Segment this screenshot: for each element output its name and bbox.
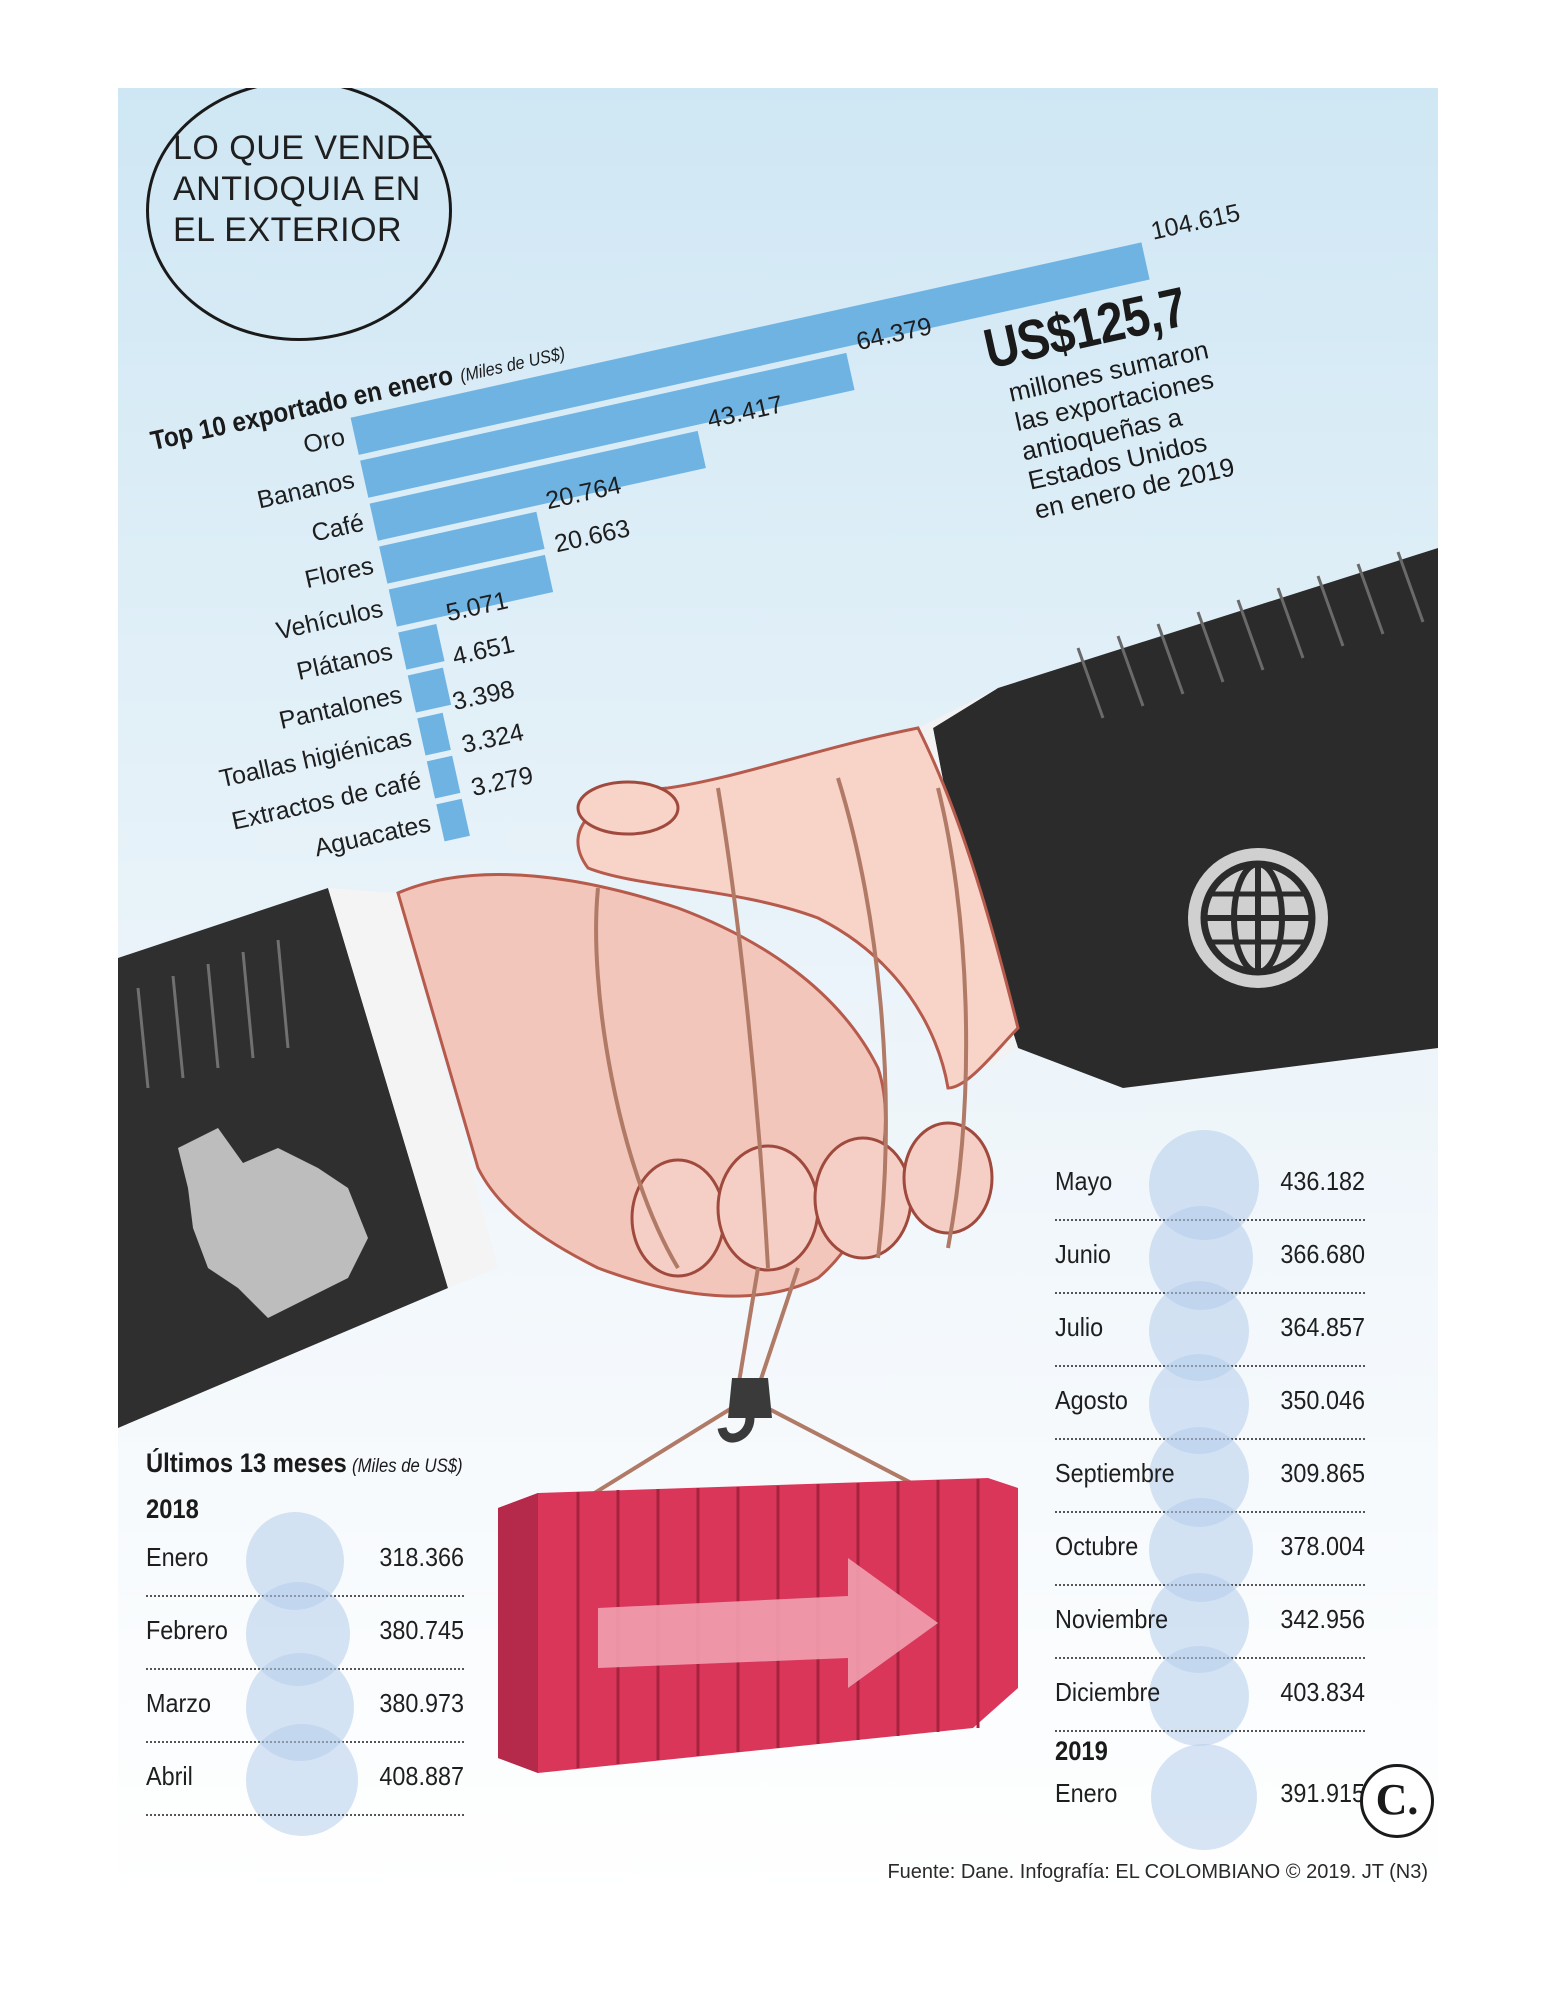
bar <box>407 667 452 713</box>
bar-label: Bananos <box>254 465 358 515</box>
month-value: 436.182 <box>1280 1166 1365 1196</box>
month-name: Abril <box>146 1761 193 1791</box>
sleeve-stripes-right <box>1076 551 1425 719</box>
month-value: 309.865 <box>1280 1458 1365 1488</box>
bar <box>436 798 470 842</box>
bar-value: 104.615 <box>1148 198 1243 246</box>
monthly-title: Últimos 13 meses (Miles de US$) <box>146 1448 506 1479</box>
month-row: Enero 391.915 <box>1055 1744 1365 1850</box>
bar-label: Plátanos <box>294 637 396 686</box>
bar-label: Vehículos <box>273 594 386 646</box>
hook-icon <box>717 1378 772 1443</box>
month-name: Agosto <box>1055 1385 1128 1415</box>
year-2018: 2018 <box>146 1494 199 1524</box>
month-value: 342.956 <box>1280 1604 1365 1634</box>
month-name: Mayo <box>1055 1166 1113 1196</box>
month-name: Julio <box>1055 1312 1104 1342</box>
month-name: Diciembre <box>1055 1677 1161 1707</box>
row-divider <box>1055 1730 1365 1732</box>
source-credit: Fuente: Dane. Infografía: EL COLOMBIANO … <box>887 1861 1428 1883</box>
globe-icon <box>1188 848 1328 988</box>
month-value: 403.834 <box>1280 1677 1365 1707</box>
arrow-icon <box>598 1558 938 1688</box>
month-value: 318.366 <box>379 1542 464 1572</box>
bar <box>398 624 445 670</box>
el-colombiano-logo: C. <box>1360 1764 1434 1838</box>
monthly-unit: (Miles de US$) <box>352 1456 463 1477</box>
bar <box>417 712 452 756</box>
page-title: LO QUE VENDE ANTIOQUIA EN EL EXTERIOR <box>173 129 435 249</box>
thumb <box>576 780 680 836</box>
month-row: Abril 408.887 <box>146 1723 464 1836</box>
month-value: 364.857 <box>1280 1312 1365 1342</box>
top10-bars: Oro 104.615 Bananos 64.379 Café 43.417 Flores 2… <box>118 88 1343 863</box>
year-2019: 2019 <box>1055 1736 1108 1766</box>
value-bubble <box>1151 1744 1257 1850</box>
month-value: 350.046 <box>1280 1385 1365 1415</box>
row-divider <box>146 1814 464 1816</box>
antioquia-map-icon <box>178 1128 368 1318</box>
handshake-illustration <box>118 548 1438 1773</box>
month-value: 408.887 <box>379 1761 464 1791</box>
left-cuff <box>328 888 498 1288</box>
month-value: 366.680 <box>1280 1239 1365 1269</box>
right-hand <box>576 726 1020 1090</box>
month-name: Enero <box>1055 1778 1118 1808</box>
monthly-title-text: Últimos 13 meses <box>146 1448 347 1478</box>
month-name: Enero <box>146 1542 209 1572</box>
bar-value: 3.324 <box>459 718 527 760</box>
value-bubble <box>1149 1645 1249 1746</box>
month-name: Marzo <box>146 1688 212 1718</box>
month-value: 380.973 <box>379 1688 464 1718</box>
title-circle <box>146 88 452 341</box>
bar <box>426 755 461 799</box>
sleeve-stripes-left <box>136 939 290 1089</box>
bar-label: Café <box>308 508 367 548</box>
month-name: Junio <box>1055 1239 1111 1269</box>
month-row: Diciembre 403.834 <box>1055 1645 1365 1746</box>
month-value: 380.745 <box>379 1615 464 1645</box>
shipping-container <box>498 1478 1018 1773</box>
month-name: Noviembre <box>1055 1604 1169 1634</box>
month-name: Septiembre <box>1055 1458 1175 1488</box>
bar-label: Aguacates <box>311 809 434 863</box>
month-value: 378.004 <box>1280 1531 1365 1561</box>
month-value: 391.915 <box>1280 1778 1365 1808</box>
infographic-panel: LO QUE VENDE ANTIOQUIA EN EL EXTERIOR To… <box>118 88 1438 1898</box>
bar-value: 3.398 <box>449 675 518 716</box>
bar-value: 4.651 <box>449 630 517 671</box>
bar-label: Flores <box>302 551 377 595</box>
bar-value: 3.279 <box>468 761 536 802</box>
bar-label: Oro <box>300 422 348 460</box>
bar-value: 20.663 <box>551 514 633 559</box>
month-name: Octubre <box>1055 1531 1139 1561</box>
month-name: Febrero <box>146 1615 228 1645</box>
value-bubble <box>246 1723 358 1836</box>
